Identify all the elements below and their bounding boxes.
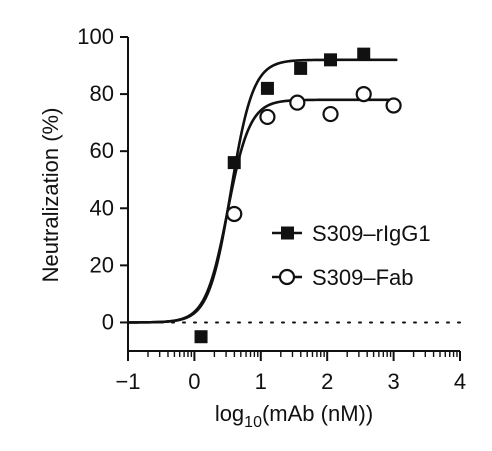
data-point-s309-rigg1 (194, 330, 208, 344)
x-tick-label: 3 (387, 369, 399, 394)
data-point-s309-fab (259, 108, 276, 126)
y-tick-label: 80 (90, 81, 114, 106)
x-axis-label-rest: (mAb (nM)) (262, 401, 373, 426)
y-tick-label: 40 (90, 195, 114, 220)
y-tick-label: 100 (77, 24, 114, 49)
axes: 0 20 40 60 80 100 −1 0 1 2 3 4 (77, 24, 466, 394)
y-tick-label: 60 (90, 138, 114, 163)
data-point-s309-fab (385, 97, 402, 114)
data-point-s309-rigg1 (227, 156, 241, 170)
y-ticks: 0 20 40 60 80 100 (77, 24, 128, 334)
fit-curves (126, 58, 398, 324)
legend-label-rigg1: S309–rIgG1 (312, 221, 431, 246)
legend: S309–rIgG1 S309–Fab (272, 221, 431, 290)
data-point-s309-rigg1 (324, 53, 338, 67)
data-point-s309-rigg1 (260, 81, 274, 95)
x-tick-label: 0 (188, 369, 200, 394)
legend-label-fab: S309–Fab (312, 265, 414, 290)
data-point-s309-fab (226, 205, 243, 223)
x-tick-label: 2 (321, 369, 333, 394)
x-tick-label: −1 (115, 369, 140, 394)
data-point-s309-rigg1 (357, 47, 371, 61)
x-axis-label: log10(mAb (nM)) (215, 401, 373, 431)
data-point-s309-fab (322, 105, 339, 123)
x-axis-label-base: log (215, 401, 244, 426)
x-axis-label-subscript: 10 (244, 414, 262, 431)
fit-curve-s309-fab (126, 98, 398, 324)
x-tick-label: 4 (454, 369, 466, 394)
x-tick-label: 1 (255, 369, 267, 394)
data-point-s309-rigg1 (294, 61, 308, 75)
legend-marker-rigg1 (281, 226, 294, 240)
legend-marker-fab (278, 268, 296, 286)
y-tick-label: 20 (90, 252, 114, 277)
data-point-s309-fab (289, 94, 306, 111)
y-axis-label: Neutralization (%) (38, 108, 63, 283)
data-point-s309-fab (355, 85, 372, 103)
y-tick-label: 0 (102, 309, 114, 334)
data-points (194, 47, 402, 344)
x-ticks: −1 0 1 2 3 4 (115, 351, 466, 394)
